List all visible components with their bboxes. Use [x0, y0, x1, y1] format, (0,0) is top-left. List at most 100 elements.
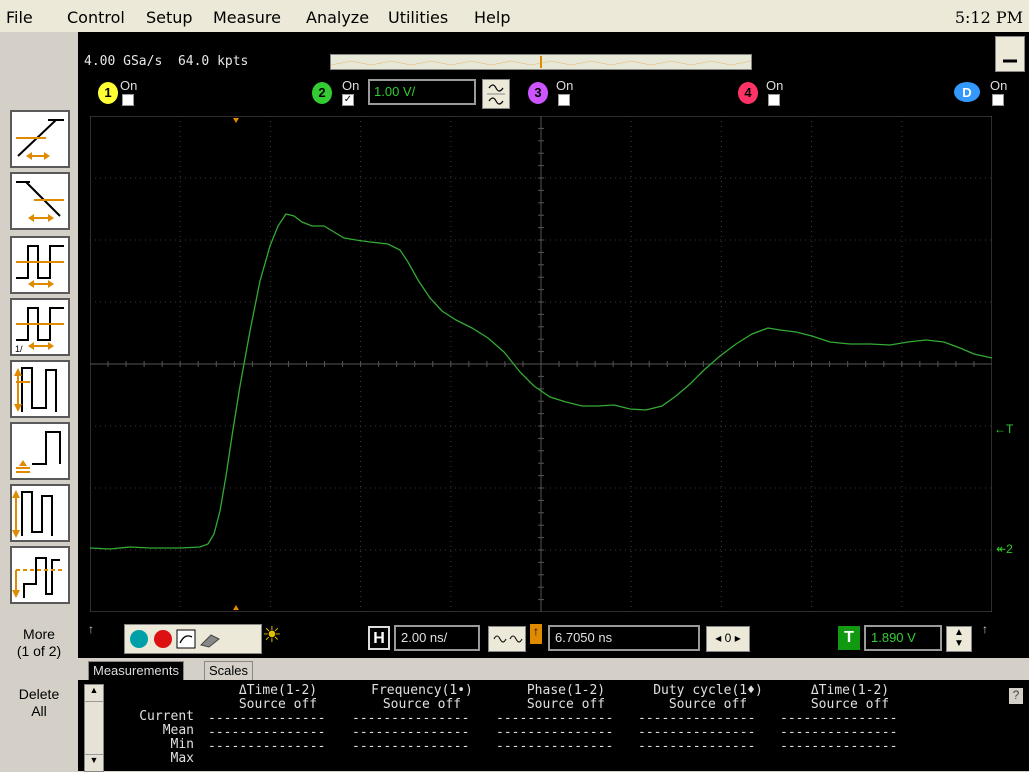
trigger-position-bottom-marker: [233, 605, 239, 610]
measurement-current-value: Source off: [668, 697, 748, 712]
clock: 5:12 PM: [954, 8, 1023, 27]
rising-edge-trigger-button[interactable]: [10, 110, 70, 168]
channel-2-checkbox[interactable]: ✓: [342, 94, 354, 106]
scroll-up-icon[interactable]: ▲: [85, 685, 103, 702]
channel-2-trace: [90, 213, 992, 550]
scroll-down-icon[interactable]: ▼: [85, 754, 103, 771]
delay-step-value: 0: [724, 631, 732, 645]
digital-channel-badge[interactable]: D: [954, 82, 980, 102]
time-per-div-input[interactable]: 2.00 ns/: [394, 625, 480, 651]
measurement-mean: ---------------: [352, 711, 470, 726]
measurement-scrollbar[interactable]: ▲ ▼: [84, 684, 104, 772]
channel-2-ground-marker-label: 2: [1006, 542, 1013, 556]
acquisition-info-bar: 4.00 GSa/s 64.0 kpts: [78, 32, 1029, 74]
measurement-column[interactable]: Frequency(1•) Source off --------------- --…: [352, 684, 492, 754]
runt-trigger-button[interactable]: [10, 360, 70, 418]
waveform-mode-icon: [493, 635, 523, 643]
trigger-label[interactable]: T: [838, 626, 860, 650]
rising-edge-icon: [16, 119, 64, 160]
channel-3-on-label: On: [556, 78, 574, 93]
trigger-mode-panel: 1/: [0, 32, 78, 771]
pulse-width-2-trigger-button[interactable]: 1/: [10, 298, 70, 356]
channel-2-badge[interactable]: 2: [312, 82, 332, 104]
row-labels: Current Mean Min Max: [128, 710, 194, 766]
row-label-current: Current: [139, 709, 194, 724]
menu-utilities[interactable]: Utilities: [388, 8, 449, 27]
transition-icon: [12, 490, 53, 538]
timeout-trigger-button[interactable]: [10, 546, 70, 604]
acquisition-readout: 4.00 GSa/s 64.0 kpts: [84, 54, 248, 69]
measurement-column[interactable]: ΔTime(1-2) Source off --------------- -----…: [780, 684, 920, 754]
measurement-current-value: Source off: [238, 697, 318, 712]
run-icon: [130, 630, 148, 648]
delay-input[interactable]: 6.7050 ns: [548, 625, 700, 651]
memory-depth: 64.0 kpts: [177, 54, 249, 69]
channel-2-on-label: On: [342, 78, 360, 93]
menu-control[interactable]: Control: [67, 8, 125, 27]
coupling-button[interactable]: [482, 79, 510, 109]
sample-rate: 4.00 GSa/s: [84, 54, 163, 69]
delete-all-button[interactable]: Delete All: [4, 686, 74, 720]
measurement-mean: ---------------: [208, 711, 326, 726]
transition-trigger-button[interactable]: [10, 484, 70, 542]
measurement-min: ---------------: [638, 725, 756, 740]
channel-4-checkbox[interactable]: [768, 94, 780, 106]
bottom-tabs: Measurements Scales: [78, 658, 1029, 681]
measurement-header: Phase(1-2): [526, 683, 606, 698]
trigger-level-spinner[interactable]: ▲ ▼: [946, 626, 972, 652]
channel-1-on-label: On: [120, 78, 138, 93]
channel-2-scale-input[interactable]: 1.00 V/: [368, 79, 476, 105]
measurement-header: Duty cycle(1♦): [653, 683, 763, 698]
autoscale-icon[interactable]: ☀: [262, 622, 282, 647]
delay-reference-icon[interactable]: ↑: [530, 624, 542, 644]
channel-1-checkbox[interactable]: [122, 94, 134, 106]
falling-edge-trigger-button[interactable]: [10, 172, 70, 230]
waveform-display: ←T ↞2: [78, 112, 1029, 620]
trigger-level-input[interactable]: 1.890 V: [864, 625, 942, 651]
measurement-column[interactable]: Duty cycle(1♦) Source off --------------- -…: [638, 684, 778, 754]
menu-help[interactable]: Help: [474, 8, 511, 27]
measurement-column[interactable]: Phase(1-2) Source off --------------- -----…: [496, 684, 636, 754]
delay-right-arrow-icon[interactable]: ▸: [734, 631, 741, 645]
menu-measure[interactable]: Measure: [213, 8, 281, 27]
measurement-column[interactable]: ΔTime(1-2) Source off --------------- -----…: [208, 684, 348, 754]
digital-on-label: On: [990, 78, 1008, 93]
measurement-min: ---------------: [496, 725, 614, 740]
pulse-width-trigger-button[interactable]: [10, 236, 70, 294]
delete-label: Delete: [18, 686, 60, 702]
channel-3-badge[interactable]: 3: [528, 82, 548, 104]
delay-left-arrow-icon[interactable]: ◂: [715, 631, 722, 645]
channel-4-on-label: On: [766, 78, 784, 93]
menu-file[interactable]: File: [6, 8, 33, 27]
help-button[interactable]: ?: [1009, 688, 1023, 704]
trigger-position-top-marker: [233, 118, 239, 123]
channel-4-badge[interactable]: 4: [738, 82, 758, 104]
horizontal-label[interactable]: H: [368, 626, 390, 650]
channel-3-checkbox[interactable]: [558, 94, 570, 106]
menu-setup[interactable]: Setup: [146, 8, 193, 27]
tab-scales[interactable]: Scales: [204, 661, 254, 681]
single-icon: [176, 629, 196, 649]
more-label: More: [23, 626, 55, 642]
menu-analyze[interactable]: Analyze: [306, 8, 370, 27]
measurement-max: ---------------: [638, 739, 756, 754]
measurement-current-value: Source off: [810, 697, 890, 712]
memory-bar[interactable]: [330, 54, 752, 70]
setup-hold-trigger-button[interactable]: [10, 422, 70, 480]
minimize-button[interactable]: [995, 36, 1025, 72]
horizontal-mode-buttons[interactable]: [488, 626, 526, 652]
setup-hold-icon: [16, 431, 61, 473]
channel-bar: 1 On 2 On ✓ 1.00 V/ 3 On 4 On D On: [78, 74, 1029, 112]
measurement-max: ---------------: [780, 739, 898, 754]
measurement-max: ---------------: [208, 739, 326, 754]
delay-step-control[interactable]: ◂ 0 ▸: [706, 626, 750, 652]
channel-1-badge[interactable]: 1: [98, 82, 118, 104]
measurement-mean: ---------------: [780, 711, 898, 726]
more-button[interactable]: More (1 of 2): [4, 626, 74, 660]
pulse-width-icon: [16, 245, 64, 288]
digital-checkbox[interactable]: [992, 94, 1004, 106]
tab-measurements[interactable]: Measurements: [88, 661, 184, 681]
measurement-max: ---------------: [496, 739, 614, 754]
measurement-header: Frequency(1•): [371, 683, 473, 698]
waveform-plot[interactable]: [90, 116, 992, 612]
